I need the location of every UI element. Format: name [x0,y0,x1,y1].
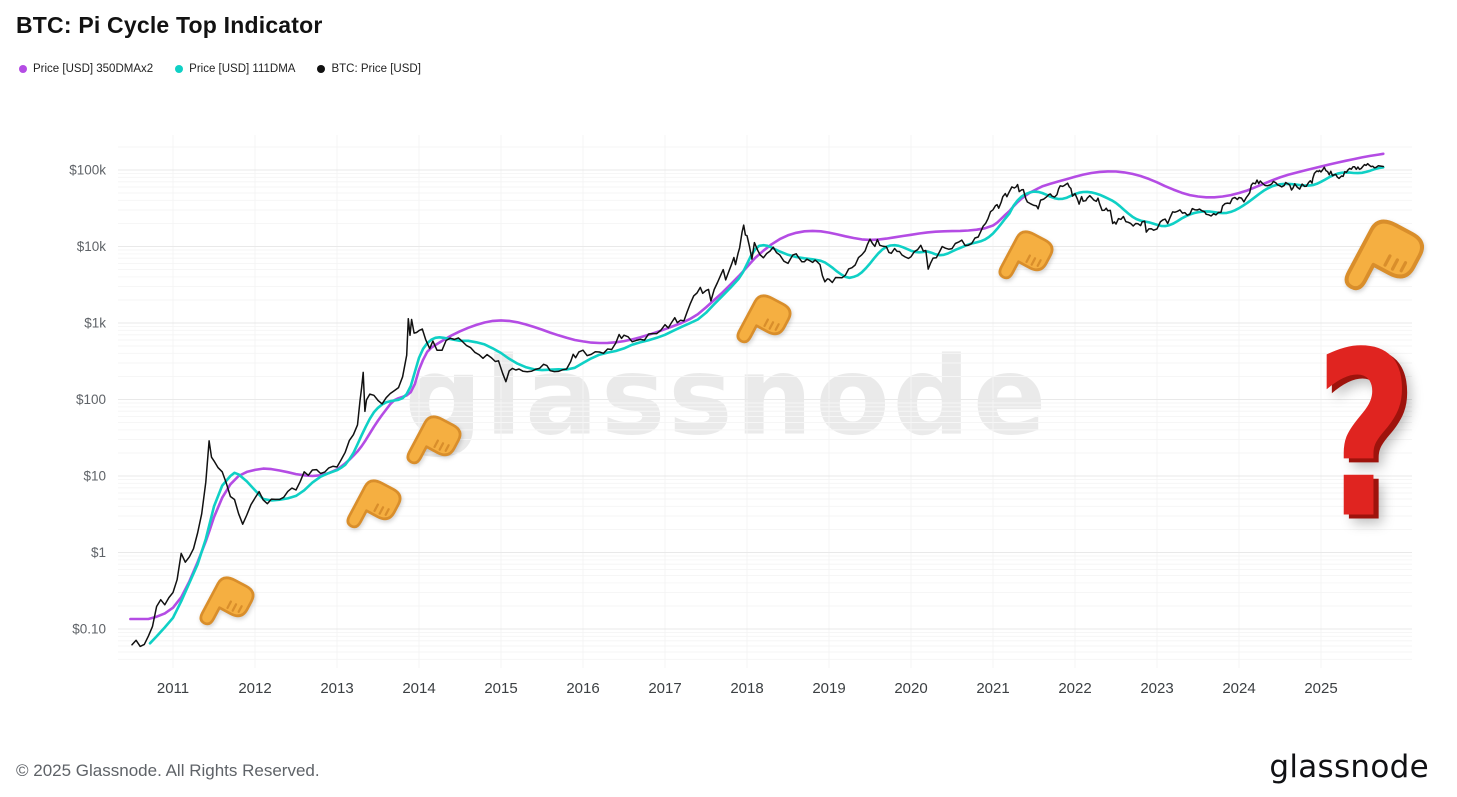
y-tick-label: $1k [84,316,106,331]
legend-item-350dmax2: Price [USD] 350DMAx2 [19,63,153,75]
legend-item-btc-price: BTC: Price [USD] [317,63,421,75]
legend-dot-350dmax2-icon [19,65,27,73]
x-tick-label: 2013 [320,680,353,697]
y-tick-label: $100 [76,392,106,407]
x-tick-label: 2024 [1222,680,1255,697]
y-tick-label: $10k [77,239,107,254]
x-tick-label: 2025 [1304,680,1337,697]
legend-label-btc-price: BTC: Price [USD] [331,63,421,75]
pi-cycle-signal-hand-icon [395,406,467,483]
x-tick-label: 2019 [812,680,845,697]
x-tick-label: 2017 [648,680,681,697]
x-tick-label: 2012 [238,680,271,697]
chart-canvas: $0.10 $1 $10 $100 $1k $10k $100k 2011 2012 2013 20… [69,135,1412,697]
pi-cycle-signal-hand-icon [188,567,260,644]
y-tick-label: $100k [69,163,106,178]
x-tick-label: 2018 [730,680,763,697]
legend-dot-111dma-icon [175,65,184,73]
chart-plot-area [129,152,1385,648]
legend-dot-btc-price-icon [317,65,326,73]
x-tick-label: 2014 [402,680,435,697]
legend-label-111dma: Price [USD] 111DMA [189,63,296,75]
glassnode-logo: glassnode [1269,749,1429,785]
x-tick-label: 2011 [157,680,189,697]
x-tick-label: 2021 [976,680,1009,697]
x-tick-label: 2015 [484,680,517,697]
legend: Price [USD] 350DMAx2 Price [USD] 111DMA … [19,63,421,75]
footer-copyright: © 2025 Glassnode. All Rights Reserved. [16,761,320,780]
pi-cycle-signal-hand-icon [335,470,407,547]
x-tick-label: 2023 [1140,680,1173,697]
legend-label-350dmax2: Price [USD] 350DMAx2 [33,63,154,75]
series-line-btc-price [131,162,1385,648]
pi-cycle-signal-hand-icon [725,285,797,362]
y-tick-label: $10 [83,469,106,484]
pi-cycle-signal-hand-icon [987,221,1059,298]
legend-item-111dma: Price [USD] 111DMA [175,63,295,75]
y-tick-label: $1 [91,545,106,560]
x-tick-label: 2020 [894,680,927,697]
x-tick-label: 2016 [566,680,599,697]
pi-cycle-signal-hand-icon [1328,206,1432,315]
question-mark-icon: ? [1314,301,1413,568]
page-title: BTC: Pi Cycle Top Indicator [16,12,323,38]
y-tick-label: $0.10 [72,622,106,637]
x-tick-label: 2022 [1058,680,1091,697]
series-line-111dma [148,166,1385,645]
